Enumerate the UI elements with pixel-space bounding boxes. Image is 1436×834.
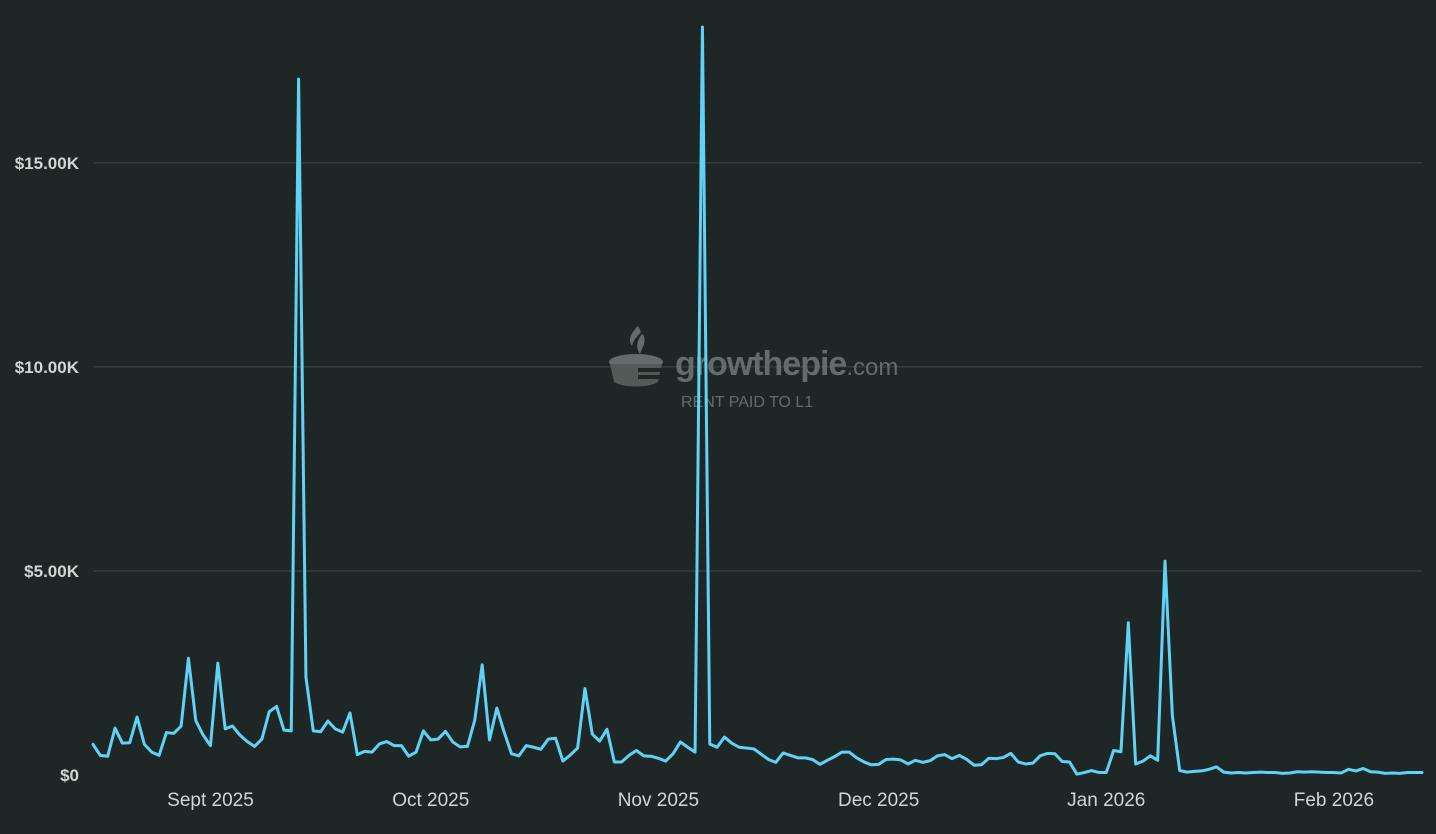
watermark: growthepie.com RENT PAID TO L1	[609, 326, 898, 411]
y-tick-label: $10.00K	[15, 358, 80, 377]
x-axis: Sept 2025 Oct 2025 Nov 2025 Dec 2025 Jan 202…	[167, 790, 1374, 811]
watermark-brand: growthepie.com	[675, 345, 898, 383]
series-layer	[91, 25, 1424, 776]
x-tick-label: Nov 2025	[618, 790, 699, 811]
y-tick-label: $15.00K	[15, 154, 80, 173]
x-tick-label: Feb 2026	[1294, 790, 1374, 811]
x-tick-label: Jan 2026	[1067, 790, 1145, 811]
x-tick-label: Dec 2025	[838, 790, 919, 811]
y-tick-label: $0	[60, 766, 79, 785]
pie-logo-icon	[609, 326, 664, 387]
gridlines	[93, 162, 1422, 572]
y-axis: $0 $5.00K $10.00K $15.00K	[15, 154, 80, 785]
y-tick-label: $5.00K	[24, 562, 80, 581]
x-tick-label: Oct 2025	[392, 790, 469, 811]
series-line-0	[91, 25, 1424, 776]
x-tick-label: Sept 2025	[167, 790, 254, 811]
watermark-metric-label: RENT PAID TO L1	[681, 394, 813, 411]
